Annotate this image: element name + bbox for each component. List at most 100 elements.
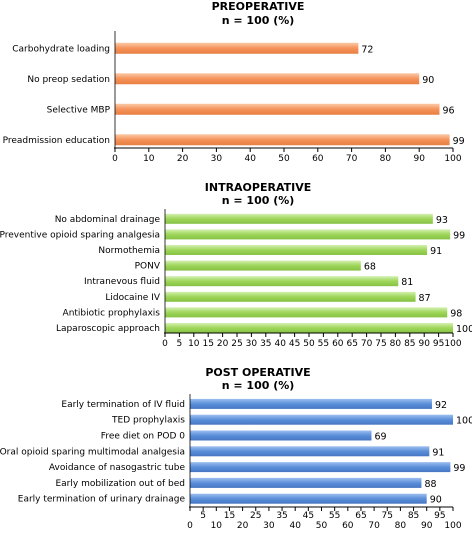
value-label: 92 <box>435 400 447 411</box>
x-tick-label: 15 <box>202 339 213 349</box>
panel-subtitle: n = 100 (%) <box>222 379 295 392</box>
plot-area-preoperative: Carbohydrate loading 72 No preop sedation 9… <box>3 31 465 164</box>
x-tick-label: 50 <box>303 339 315 349</box>
panel-preoperative: PREOPERATIVE n = 100 (%) Carbohydrate lo… <box>3 0 465 164</box>
x-tick-label: 55 <box>318 339 329 349</box>
category-label: Carbohydrate loading <box>12 44 110 54</box>
bar-normothemia <box>165 245 428 255</box>
x-tick-label: 80 <box>380 154 392 164</box>
value-label: 72 <box>361 44 373 55</box>
x-tick-label: 60 <box>342 521 354 531</box>
value-label: 91 <box>432 447 444 458</box>
value-label: 81 <box>401 277 413 288</box>
x-tick-label: 25 <box>250 511 261 521</box>
bar-antibiotic-prophylaxis <box>165 307 448 318</box>
value-label: 99 <box>453 136 465 147</box>
value-label: 100 <box>456 416 472 427</box>
x-tick-label: 25 <box>231 339 242 349</box>
x-tick-label: 55 <box>329 511 340 521</box>
x-tick-label: 0 <box>162 339 168 349</box>
x-tick-label: 70 <box>346 154 358 164</box>
bar-preadmission-education <box>115 134 450 146</box>
bar-selective-mbp <box>115 103 440 115</box>
x-tick-label: 35 <box>276 511 287 521</box>
x-tick-label: 95 <box>433 339 444 349</box>
category-label: Normothemia <box>98 246 160 256</box>
x-tick-label: 20 <box>237 521 249 531</box>
value-label: 93 <box>436 215 448 226</box>
value-label: 91 <box>430 246 442 257</box>
category-label: Preadmission education <box>3 136 110 146</box>
x-tick-label: 30 <box>211 154 223 164</box>
x-tick-label: 75 <box>375 339 386 349</box>
x-tick-label: 85 <box>404 339 415 349</box>
x-tick-label: 20 <box>217 339 229 349</box>
x-tick-label: 90 <box>418 339 430 349</box>
category-label: Free diet on POD 0 <box>101 432 185 442</box>
category-label: Early mobilization out of bed <box>55 479 185 489</box>
bar-carbohydrate-loading <box>115 42 359 54</box>
panel-postoperative: POST OPERATIVE n = 100 (%) Early termina… <box>0 366 472 531</box>
x-tick-label: 10 <box>143 154 155 164</box>
x-tick-label: 10 <box>188 339 200 349</box>
value-label: 69 <box>374 432 386 443</box>
category-label: Early termination of urinary drainage <box>18 495 186 505</box>
bar-oral-opioid-sparing-multimodal-analgesia <box>190 446 430 457</box>
bar-early-termination-of-urinary-drainage <box>190 493 427 504</box>
category-label: No preop sedation <box>27 75 110 85</box>
x-tick-label: 30 <box>263 521 275 531</box>
category-label: PONV <box>135 262 161 272</box>
x-tick-label: 70 <box>361 339 373 349</box>
x-tick-label: 100 <box>444 521 461 531</box>
x-tick-label: 80 <box>395 521 407 531</box>
bar-lidocaine-iv <box>165 291 416 302</box>
x-tick-label: 90 <box>421 521 433 531</box>
x-tick-label: 65 <box>346 339 357 349</box>
bar-free-diet-on-pod-0 <box>190 430 372 441</box>
x-tick-label: 0 <box>112 154 118 164</box>
x-tick-label: 45 <box>289 339 300 349</box>
value-label: 99 <box>453 230 465 241</box>
x-tick-label: 80 <box>390 339 402 349</box>
value-label: 99 <box>453 463 465 474</box>
plot-area-intraoperative: No abdominal drainage 93 Preventive opioid… <box>0 209 472 349</box>
x-tick-label: 10 <box>211 521 223 531</box>
panel-title: INTRAOPERATIVE <box>205 181 311 194</box>
x-tick-label: 75 <box>382 511 393 521</box>
x-tick-label: 50 <box>316 521 328 531</box>
bar-ponv <box>165 260 361 271</box>
category-label: Early termination of IV fluid <box>61 400 185 410</box>
bar-early-termination-of-iv-fluid <box>190 398 432 409</box>
bar-intranevous-fluid <box>165 276 399 287</box>
value-label: 87 <box>419 293 431 304</box>
category-label: Intranevous fluid <box>84 277 160 287</box>
bar-avoidance-of-nasogastric-tube <box>190 462 451 473</box>
category-label: No abdominal drainage <box>55 215 161 225</box>
x-tick-label: 5 <box>177 339 183 349</box>
bar-laparoscopic-approach <box>165 323 453 333</box>
value-label: 96 <box>442 105 454 116</box>
x-tick-label: 0 <box>187 521 193 531</box>
x-tick-label: 95 <box>434 511 445 521</box>
category-label: Oral opioid sparing multimodal analgesia <box>0 447 185 457</box>
value-label: 90 <box>430 495 442 506</box>
panel-title: PREOPERATIVE <box>212 0 305 13</box>
bar-ted-prophylaxis <box>190 414 453 425</box>
x-tick-label: 45 <box>303 511 314 521</box>
panel-intraoperative: INTRAOPERATIVE n = 100 (%) No abdominal … <box>0 181 472 349</box>
panel-title: POST OPERATIVE <box>205 366 310 379</box>
category-label: TED prophylaxis <box>111 416 185 426</box>
value-label: 98 <box>450 308 462 319</box>
value-label: 100 <box>456 324 472 335</box>
x-tick-label: 40 <box>289 521 301 531</box>
x-tick-label: 65 <box>355 511 366 521</box>
bar-early-mobilization-out-of-bed <box>190 477 422 488</box>
x-tick-label: 70 <box>368 521 380 531</box>
x-tick-label: 35 <box>260 339 271 349</box>
category-label: Avoidance of nasogastric tube <box>49 463 186 473</box>
plot-area-postoperative: Early termination of IV fluid 92 TED proph… <box>0 394 472 531</box>
x-tick-label: 5 <box>200 511 206 521</box>
value-label: 88 <box>424 479 436 490</box>
x-tick-label: 100 <box>444 339 461 349</box>
